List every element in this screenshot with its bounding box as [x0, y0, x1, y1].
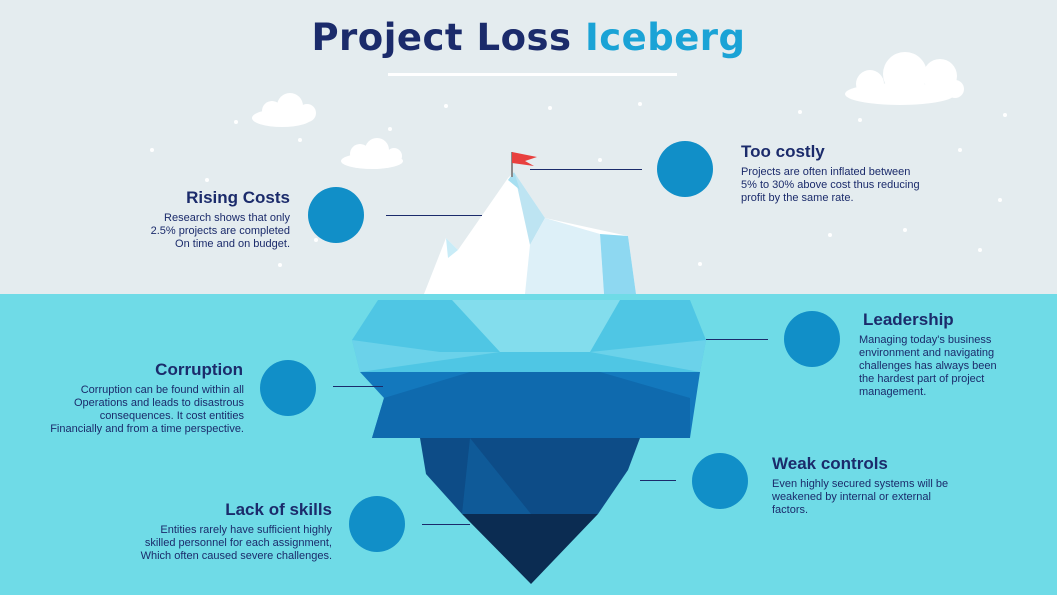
- rising-costs-line: Research shows that only: [164, 212, 290, 224]
- iceberg-tip: [424, 172, 636, 294]
- weak-controls-icon: [692, 453, 748, 509]
- corruption-description: Corruption can be found within all Opera…: [10, 384, 244, 436]
- rising-costs-line: On time and on budget.: [175, 238, 290, 250]
- rising-costs-leader-line: [386, 215, 482, 216]
- flag-icon: [511, 152, 537, 177]
- iceberg-underwater: [352, 300, 706, 584]
- corruption-line: Corruption can be found within all: [80, 384, 244, 396]
- weak-controls-line: weakened by internal or external: [772, 491, 931, 503]
- corruption-line: Operations and leads to disastrous: [74, 397, 244, 409]
- corruption-heading: Corruption: [155, 360, 243, 379]
- weak-controls-line: Even highly secured systems will be: [772, 478, 949, 490]
- too-costly-line: Projects are often inflated between: [741, 166, 911, 178]
- corruption-icon: [260, 360, 316, 416]
- corruption-line: Financially and from a time perspective.: [50, 423, 244, 435]
- corruption-line: consequences. It cost entities: [99, 410, 244, 422]
- title-underline: [388, 73, 677, 76]
- leadership-heading: Leadership: [863, 310, 954, 329]
- too-costly-line: 5% to 30% above cost thus reducing: [741, 179, 920, 191]
- cloud-middle: [341, 138, 403, 169]
- rising-costs-line: 2.5% projects are completed: [150, 225, 290, 237]
- leadership-line: the hardest part of project: [859, 373, 985, 385]
- weak-controls-line: factors.: [772, 504, 809, 516]
- title-part-2: Iceberg: [584, 16, 746, 59]
- too-costly-heading: Too costly: [741, 142, 825, 161]
- lack-of-skills-line: Entities rarely have sufficient highly: [160, 524, 332, 536]
- title-part-1: Project Loss: [311, 16, 572, 59]
- leadership-icon: [784, 311, 840, 367]
- too-costly-icon: [657, 141, 713, 197]
- page-title: Project Loss Iceberg: [0, 16, 1057, 59]
- weak-controls-heading: Weak controls: [772, 454, 888, 473]
- leadership-leader-line: [706, 339, 768, 340]
- weak-controls-description: Even highly secured systems will be weak…: [772, 478, 1002, 517]
- too-costly-line: profit by the same rate.: [741, 192, 854, 204]
- cloud-right: [845, 52, 964, 105]
- lack-of-skills-description: Entities rarely have sufficient highly s…: [96, 524, 332, 563]
- corruption-leader-line: [333, 386, 383, 387]
- too-costly-description: Projects are often inflated between 5% t…: [741, 166, 971, 205]
- lack-of-skills-line: Which often caused severe challenges.: [140, 550, 332, 562]
- leadership-line: challenges has always been: [859, 360, 997, 372]
- lack-of-skills-line: skilled personnel for each assignment,: [144, 537, 332, 549]
- cloud-left: [252, 93, 316, 127]
- weak-controls-leader-line: [640, 480, 676, 481]
- leadership-line: management.: [859, 386, 927, 398]
- too-costly-leader-line: [530, 169, 642, 170]
- lack-of-skills-icon: [349, 496, 405, 552]
- lack-of-skills-leader-line: [422, 524, 470, 525]
- snow-dots: [150, 102, 1007, 267]
- leadership-line: environment and navigating: [859, 347, 995, 359]
- leadership-description: Managing today's business environment an…: [859, 334, 1049, 399]
- leadership-line: Managing today's business: [859, 334, 992, 346]
- lack-of-skills-heading: Lack of skills: [225, 500, 332, 519]
- rising-costs-description: Research shows that only 2.5% projects a…: [100, 212, 290, 251]
- rising-costs-heading: Rising Costs: [186, 188, 290, 207]
- rising-costs-icon: [308, 187, 364, 243]
